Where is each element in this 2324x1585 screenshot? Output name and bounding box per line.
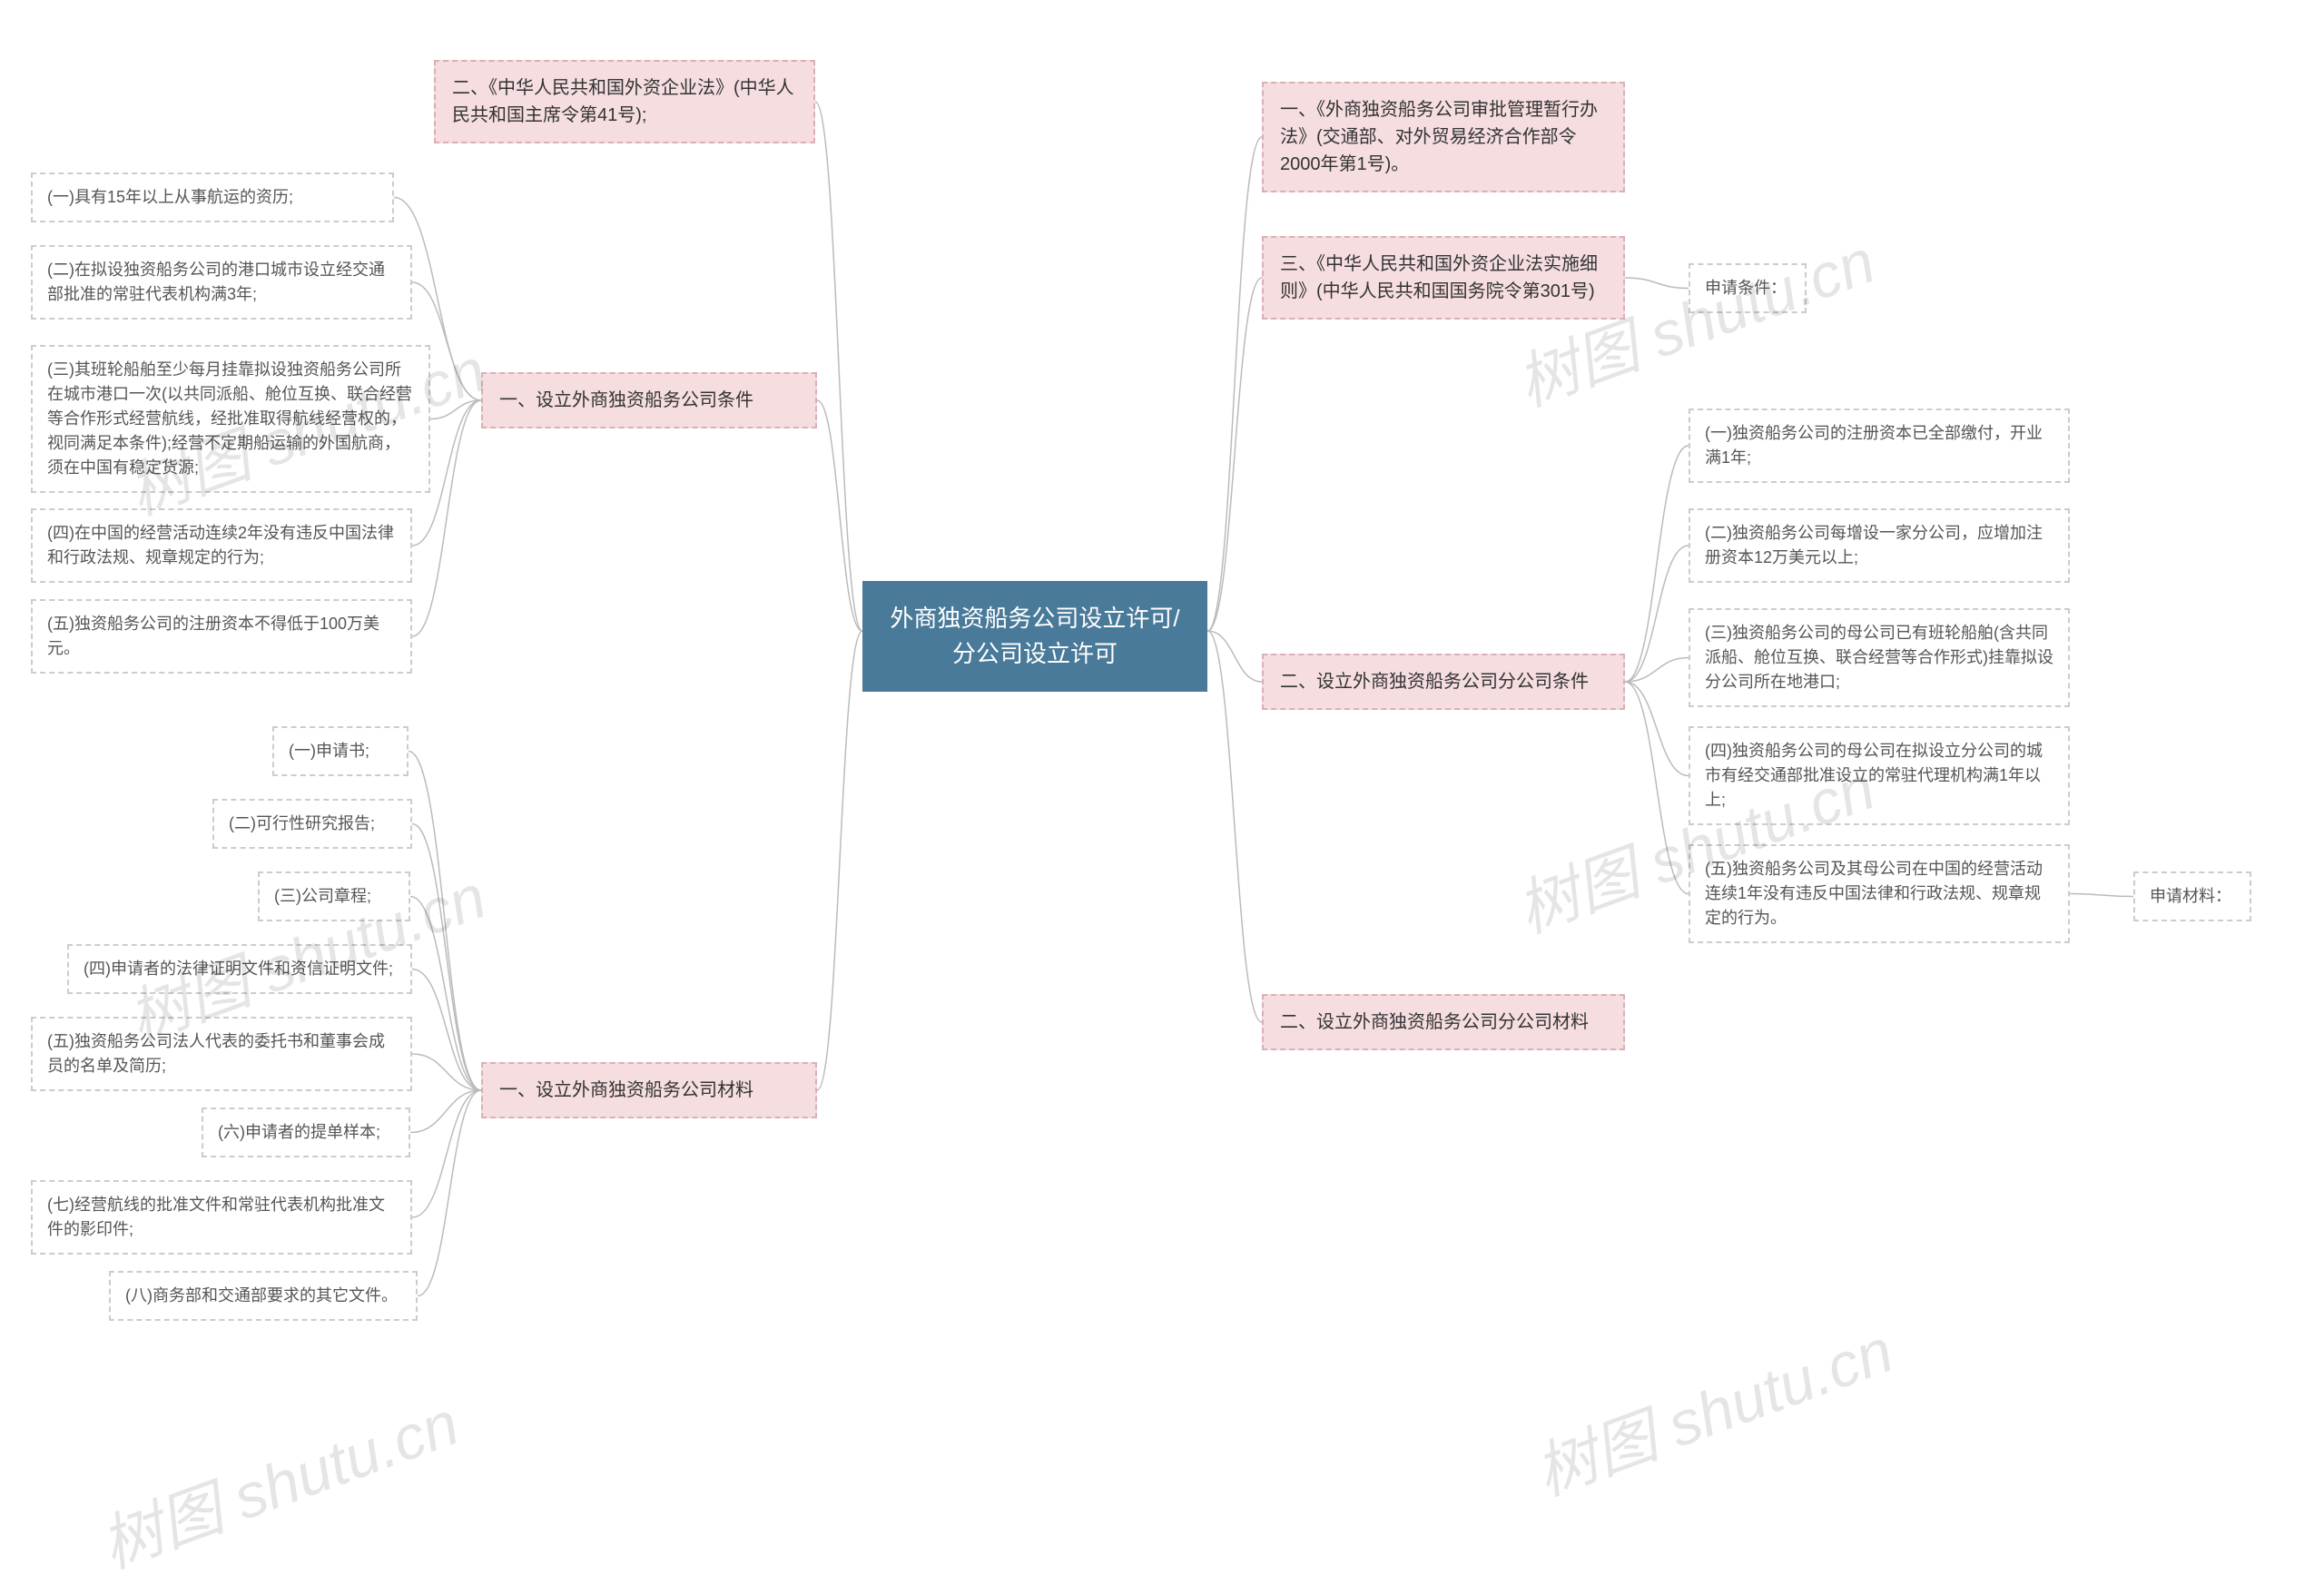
- left-leaf-2-0: (一)申请书;: [272, 726, 409, 776]
- right-branch-2: 二、设立外商独资船务公司分公司条件: [1262, 654, 1625, 710]
- left-leaf-1-1: (二)在拟设独资船务公司的港口城市设立经交通部批准的常驻代表机构满3年;: [31, 245, 412, 320]
- right-branch-3: 二、设立外商独资船务公司分公司材料: [1262, 994, 1625, 1050]
- right-leaf-2-4: (五)独资船务公司及其母公司在中国的经营活动连续1年没有违反中国法律和行政法规、…: [1689, 844, 2070, 943]
- right-leaf-2-0: (一)独资船务公司的注册资本已全部缴付，开业满1年;: [1689, 409, 2070, 483]
- right-leaf-2-1: (二)独资船务公司每增设一家分公司，应增加注册资本12万美元以上;: [1689, 508, 2070, 583]
- center-node: 外商独资船务公司设立许可/分公司设立许可: [862, 581, 1207, 692]
- left-leaf-1-0: (一)具有15年以上从事航运的资历;: [31, 172, 394, 222]
- left-leaf-2-1: (二)可行性研究报告;: [212, 799, 412, 849]
- left-leaf-1-4: (五)独资船务公司的注册资本不得低于100万美元。: [31, 599, 412, 674]
- left-leaf-2-4: (五)独资船务公司法人代表的委托书和董事会成员的名单及简历;: [31, 1017, 412, 1091]
- watermark-2: 树图 shutu.cn: [86, 1373, 468, 1585]
- left-leaf-2-2: (三)公司章程;: [258, 871, 410, 921]
- right-branch-1: 三、《中华人民共和国外资企业法实施细则》(中华人民共和国国务院令第301号): [1262, 236, 1625, 320]
- right-leaf-2-2: (三)独资船务公司的母公司已有班轮船舶(含共同派船、舱位互换、联合经营等合作形式…: [1689, 608, 2070, 707]
- right-leaf-2-3: (四)独资船务公司的母公司在拟设立分公司的城市有经交通部批准设立的常驻代理机构满…: [1689, 726, 2070, 825]
- left-leaf-2-3: (四)申请者的法律证明文件和资信证明文件;: [67, 944, 412, 994]
- left-leaf-2-6: (七)经营航线的批准文件和常驻代表机构批准文件的影印件;: [31, 1180, 412, 1255]
- watermark-5: 树图 shutu.cn: [1521, 1301, 1903, 1513]
- right-branch-0: 一、《外商独资船务公司审批管理暂行办法》(交通部、对外贸易经济合作部令2000年…: [1262, 82, 1625, 192]
- left-leaf-1-3: (四)在中国的经营活动连续2年没有违反中国法律和行政法规、规章规定的行为;: [31, 508, 412, 583]
- left-branch-0: 二、《中华人民共和国外资企业法》(中华人民共和国主席令第41号);: [434, 60, 815, 143]
- left-branch-2: 一、设立外商独资船务公司材料: [481, 1062, 817, 1118]
- left-leaf-2-5: (六)申请者的提单样本;: [202, 1108, 410, 1157]
- right-leaf-1-0: 申请条件：: [1689, 263, 1807, 313]
- mindmap-canvas: 外商独资船务公司设立许可/分公司设立许可 二、《中华人民共和国外资企业法》(中华…: [0, 0, 2324, 1495]
- right-tail-2-4: 申请材料：: [2133, 871, 2251, 921]
- left-leaf-1-2: (三)其班轮船舶至少每月挂靠拟设独资船务公司所在城市港口一次(以共同派船、舱位互…: [31, 345, 430, 493]
- left-branch-1: 一、设立外商独资船务公司条件: [481, 372, 817, 428]
- left-leaf-2-7: (八)商务部和交通部要求的其它文件。: [109, 1271, 418, 1321]
